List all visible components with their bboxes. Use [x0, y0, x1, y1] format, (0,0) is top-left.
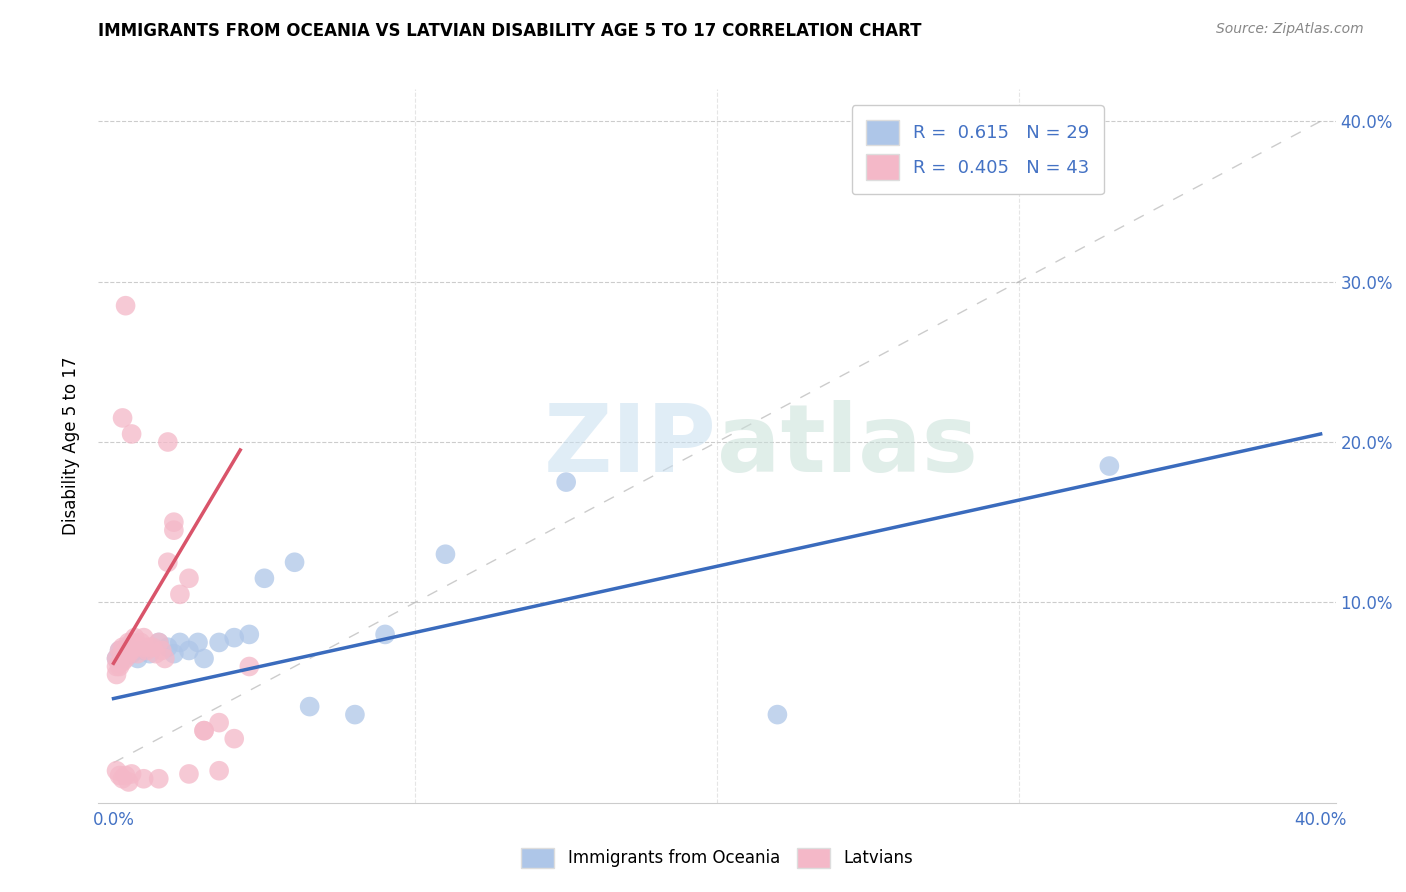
Point: [284, 555, 307, 569]
Point: [108, 643, 131, 657]
Point: [117, 640, 139, 655]
Point: [374, 627, 396, 641]
Point: [156, 435, 179, 450]
Point: [208, 635, 231, 649]
Point: [121, 427, 143, 442]
Point: [298, 699, 321, 714]
Point: [142, 640, 165, 655]
Point: [148, 635, 170, 649]
Point: [121, 643, 143, 657]
Legend: R =  0.615   N = 29, R =  0.405   N = 43: R = 0.615 N = 29, R = 0.405 N = 43: [852, 105, 1104, 194]
Point: [111, 411, 134, 425]
Point: [177, 643, 200, 657]
Point: [124, 640, 146, 655]
Point: [555, 475, 578, 489]
Point: [135, 643, 157, 657]
Point: [108, 768, 131, 782]
Point: [187, 635, 209, 649]
Point: [156, 555, 179, 569]
Point: [114, 647, 136, 661]
Point: [127, 639, 149, 653]
Point: [108, 659, 131, 673]
Point: [434, 547, 457, 561]
Point: [108, 643, 131, 657]
Point: [129, 635, 152, 649]
Point: [114, 651, 136, 665]
Point: [105, 651, 128, 665]
Point: [111, 772, 134, 786]
Point: [127, 647, 149, 661]
Point: [156, 640, 179, 655]
Point: [1098, 458, 1121, 473]
Point: [114, 299, 136, 313]
Y-axis label: Disability Age 5 to 17: Disability Age 5 to 17: [62, 357, 80, 535]
Point: [124, 643, 146, 657]
Point: [145, 647, 167, 661]
Point: [121, 647, 143, 661]
Point: [105, 659, 128, 673]
Point: [148, 772, 170, 786]
Point: [193, 723, 215, 738]
Point: [177, 767, 200, 781]
Point: [111, 640, 134, 655]
Text: atlas: atlas: [717, 400, 979, 492]
Point: [153, 651, 176, 665]
Point: [111, 647, 134, 661]
Point: [208, 715, 231, 730]
Text: IMMIGRANTS FROM OCEANIA VS LATVIAN DISABILITY AGE 5 TO 17 CORRELATION CHART: IMMIGRANTS FROM OCEANIA VS LATVIAN DISAB…: [98, 22, 922, 40]
Point: [111, 651, 134, 665]
Point: [253, 571, 276, 585]
Point: [117, 635, 139, 649]
Point: [163, 523, 186, 537]
Text: Source: ZipAtlas.com: Source: ZipAtlas.com: [1216, 22, 1364, 37]
Point: [163, 515, 186, 529]
Point: [108, 657, 131, 671]
Point: [121, 635, 143, 649]
Point: [238, 627, 260, 641]
Point: [114, 643, 136, 657]
Point: [105, 651, 128, 665]
Point: [138, 647, 160, 661]
Point: [124, 631, 146, 645]
Point: [224, 631, 246, 645]
Point: [127, 651, 149, 665]
Point: [132, 640, 155, 655]
Point: [193, 723, 215, 738]
Point: [132, 643, 155, 657]
Point: [193, 651, 215, 665]
Point: [163, 647, 186, 661]
Point: [117, 647, 139, 661]
Point: [169, 635, 191, 649]
Point: [238, 659, 260, 673]
Point: [343, 707, 366, 722]
Point: [114, 768, 136, 782]
Point: [148, 635, 170, 649]
Point: [132, 772, 155, 786]
Legend: Immigrants from Oceania, Latvians: Immigrants from Oceania, Latvians: [515, 841, 920, 875]
Point: [132, 631, 155, 645]
Point: [138, 640, 160, 655]
Point: [105, 667, 128, 681]
Point: [117, 775, 139, 789]
Point: [111, 655, 134, 669]
Point: [150, 643, 173, 657]
Text: ZIP: ZIP: [544, 400, 717, 492]
Point: [105, 764, 128, 778]
Point: [208, 764, 231, 778]
Point: [121, 767, 143, 781]
Point: [169, 587, 191, 601]
Point: [766, 707, 789, 722]
Point: [224, 731, 246, 746]
Point: [177, 571, 200, 585]
